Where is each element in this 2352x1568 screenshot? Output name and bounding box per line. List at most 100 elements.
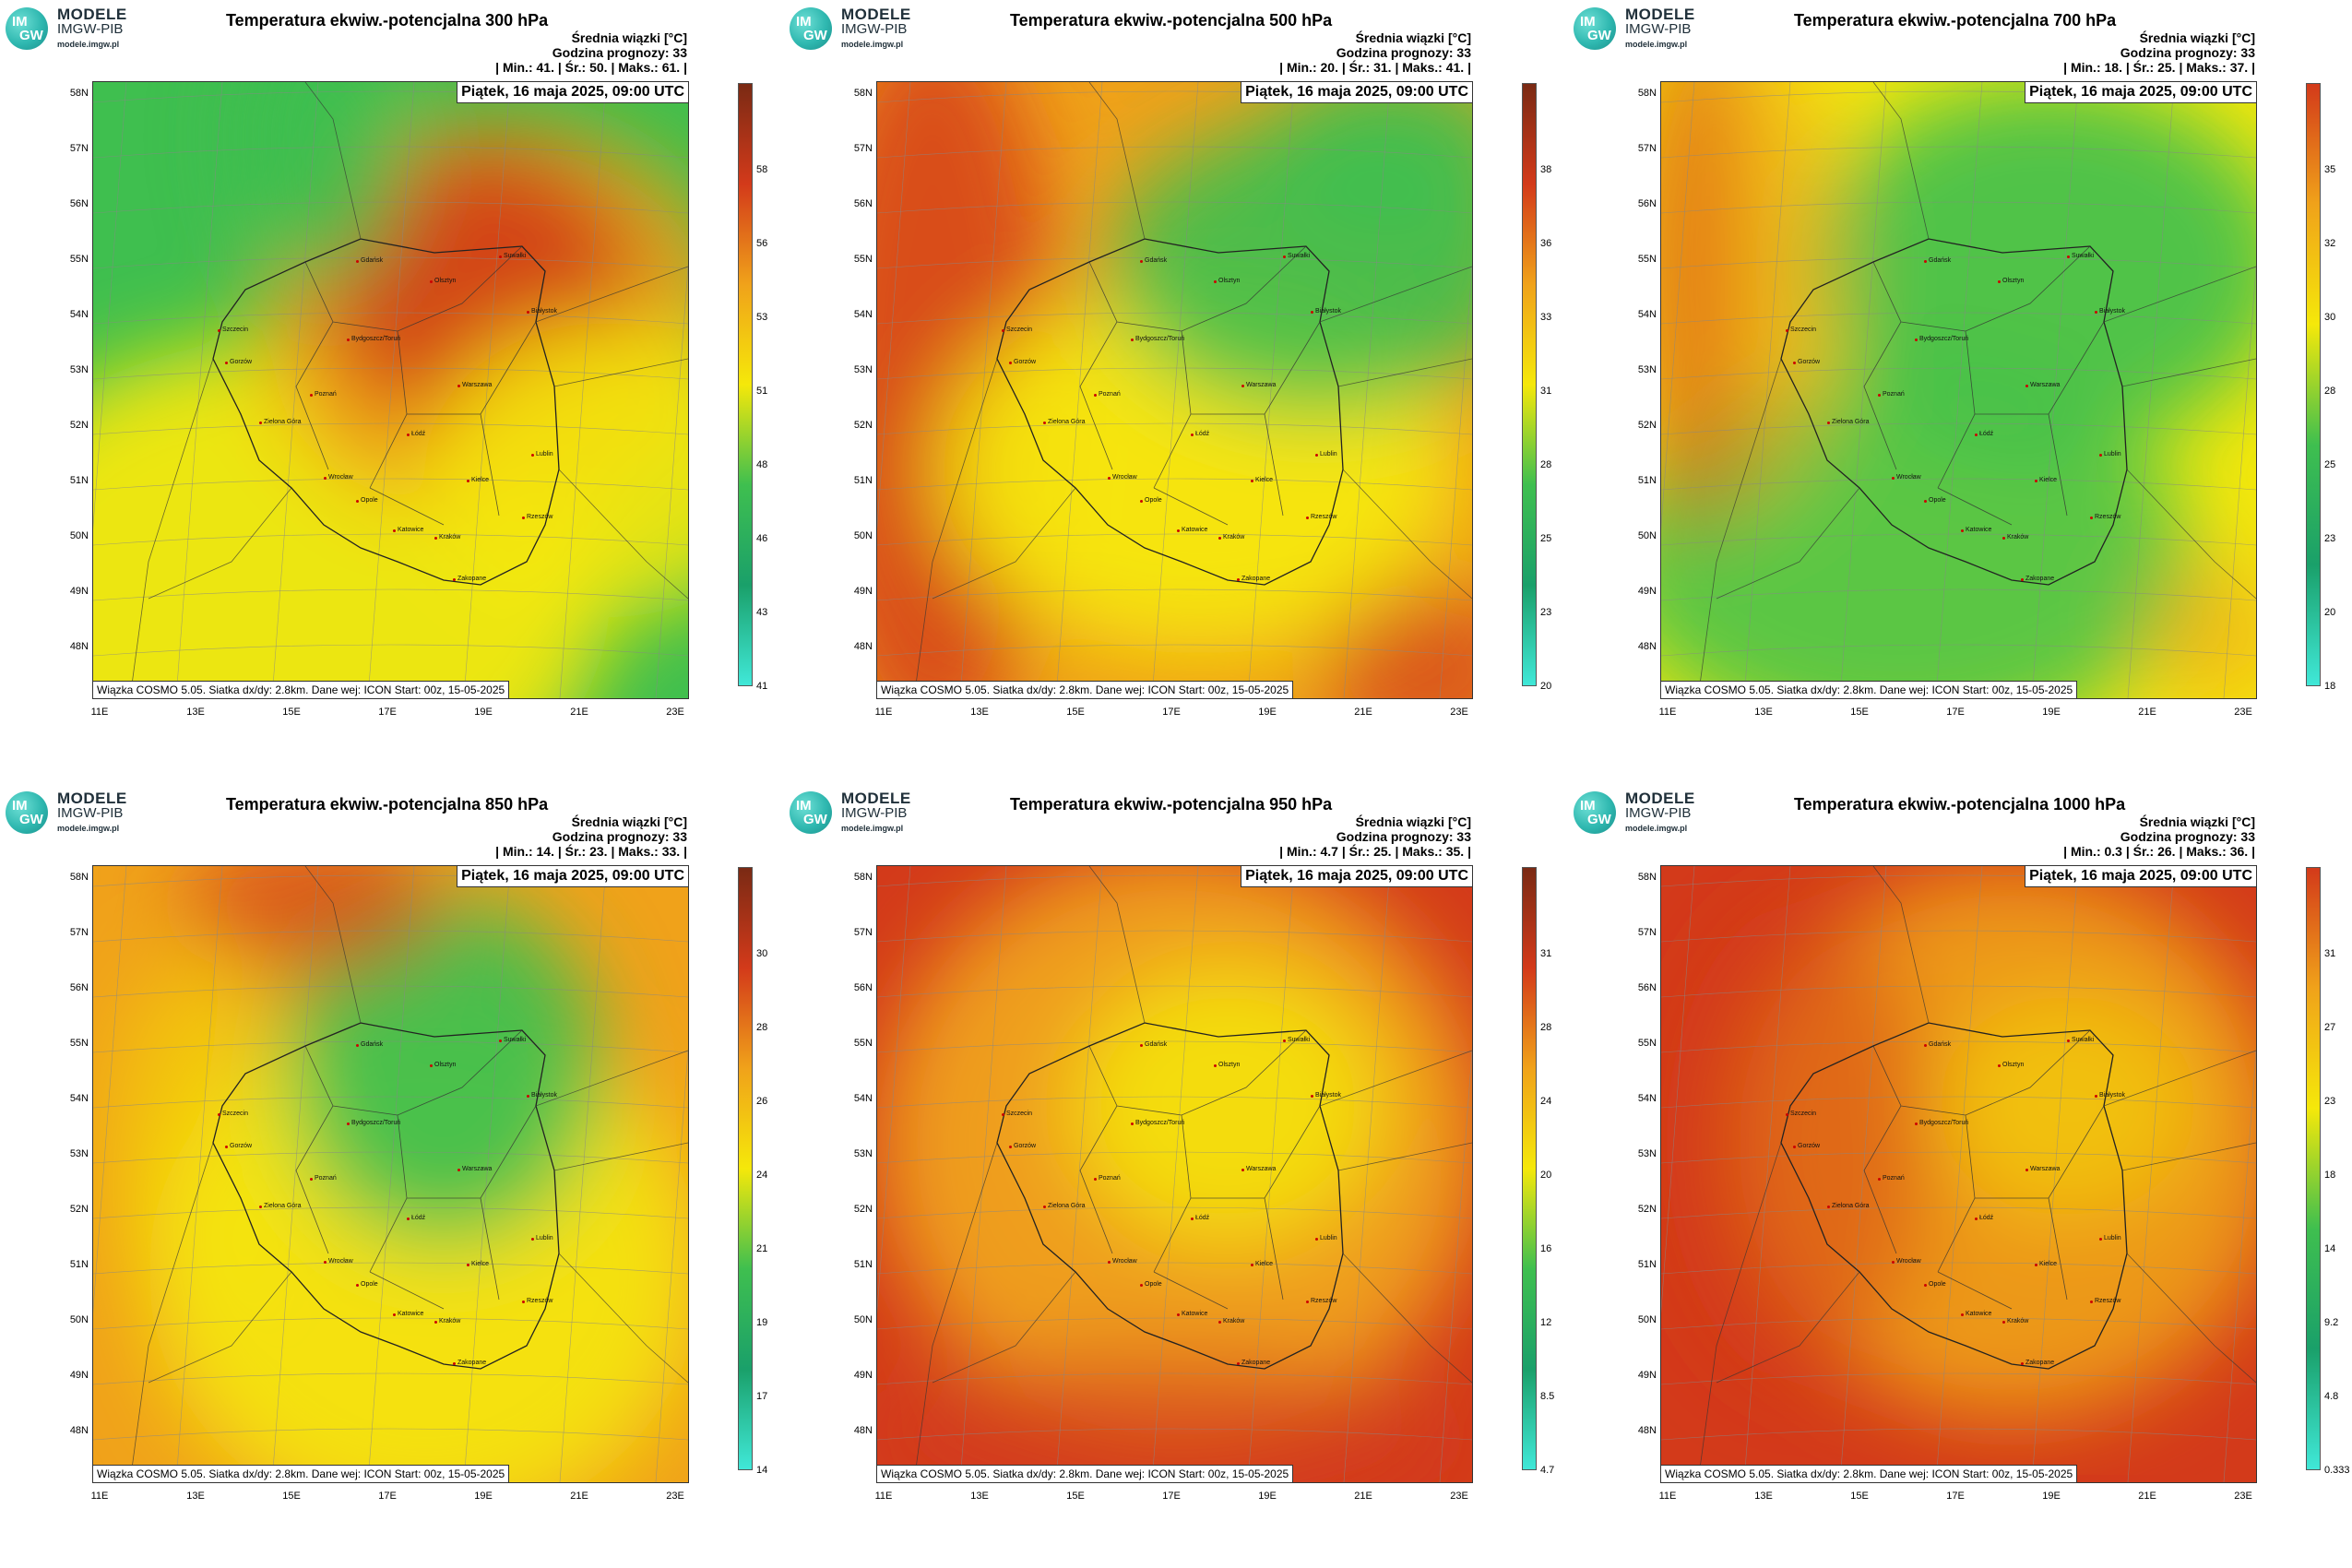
city-label: Gorzów [1792,1143,1821,1149]
scale-tick-label: 33 [1540,312,1552,323]
imgw-logo-icon: IM GW [6,7,48,50]
city-label: Wrocław [1108,1258,1137,1265]
longitude-label: 11E [1658,707,1677,718]
stats-values: | Min.: 18. | Śr.: 25. | Maks.: 37. | [2063,60,2255,75]
logo-url: modele.imgw.pl [1625,40,1688,49]
longitude-label: 15E [282,707,301,718]
longitude-label: 11E [90,1491,109,1502]
city-label: Rzeszów [1305,514,1337,520]
logo-url: modele.imgw.pl [841,824,904,833]
latitude-label: 58N [1637,872,1657,883]
city-label: Łódź [1190,431,1210,437]
scale-tick-label: 58 [756,164,768,175]
city-label: Gorzów [224,1143,253,1149]
latitude-label: 55N [69,254,89,265]
imgw-logo-icon: IM GW [790,7,832,50]
map-panel-2: IM GW MODELE IMGW-PIB modele.imgw.pl Tem… [784,0,1568,784]
city-label: Warszawa [1241,1166,1277,1172]
latitude-label: 52N [69,1204,89,1215]
city-label: Kraków [1218,534,1245,540]
logo-org: IMGW-PIB [841,21,908,37]
imgw-logo: IM GW MODELE IMGW-PIB modele.imgw.pl [790,790,956,836]
panel-title: Temperatura ekwiw.-potencjalna 300 hPa [226,11,549,30]
logo-name: MODELE [57,790,127,807]
longitude-label: 19E [474,1491,493,1502]
city-label: Suwałki [498,253,527,259]
latitude-label: 51N [853,1259,873,1270]
city-label: Poznań [1878,1175,1905,1182]
latitude-label: 51N [69,1259,89,1270]
city-label: Kielce [2034,1261,2058,1267]
longitude-label: 11E [90,707,109,718]
date-label: Piątek, 16 maja 2025, 09:00 UTC [2025,866,2256,887]
scale-tick-label: 28 [756,1022,768,1033]
stats-values: | Min.: 14. | Śr.: 23. | Maks.: 33. | [495,844,687,859]
logo-mark-bottom: GW [1587,812,1611,827]
city-label: Gdańsk [1139,1041,1168,1048]
latitude-label: 53N [853,364,873,375]
logo-org: IMGW-PIB [1625,21,1692,37]
stats-block: Średnia wiązki [°C] Godzina prognozy: 33… [495,814,687,859]
city-label: Lublin [2099,451,2121,457]
city-label: Wrocław [1892,474,1921,481]
longitude-label: 19E [2042,707,2061,718]
city-label: Zakopane [452,1360,487,1366]
city-label: Olsztyn [429,278,457,284]
city-label: Lublin [2099,1235,2121,1241]
scale-tick-label: 28 [1540,459,1552,470]
scale-tick-label: 28 [2324,386,2336,397]
logo-url: modele.imgw.pl [57,824,120,833]
scale-tick-label: 24 [1540,1096,1552,1107]
longitude-label: 19E [1258,707,1277,718]
scale-tick-label: 8.5 [1540,1391,1555,1402]
scale-tick-label: 38 [1540,164,1552,175]
city-label: Wrocław [1892,1258,1921,1265]
latitude-label: 55N [853,254,873,265]
imgw-logo: IM GW MODELE IMGW-PIB modele.imgw.pl [1574,790,1740,836]
latitude-label: 56N [69,198,89,209]
scale-tick-label: 30 [756,948,768,959]
color-scale-bar [1522,867,1537,1470]
latitude-label: 48N [69,641,89,652]
logo-mark-top: IM [12,14,28,30]
scale-tick-label: 46 [756,533,768,544]
scale-tick-label: 36 [1540,238,1552,249]
scale-tick-label: 19 [756,1317,768,1328]
longitude-label: 17E [378,1491,397,1502]
logo-mark-top: IM [1580,798,1596,814]
imgw-logo-icon: IM GW [790,791,832,834]
map-panel-3: IM GW MODELE IMGW-PIB modele.imgw.pl Tem… [1568,0,2352,784]
city-label: Opole [356,1281,378,1288]
stats-values: | Min.: 41. | Śr.: 50. | Maks.: 61. | [495,60,687,75]
city-label: Zakopane [2020,1360,2055,1366]
city-label: Białystok [2094,308,2126,315]
scale-tick-label: 23 [2324,533,2336,544]
latitude-label: 56N [853,198,873,209]
scale-tick-label: 25 [1540,533,1552,544]
logo-mark-top: IM [796,14,812,30]
latitude-label: 49N [853,1370,873,1381]
stats-label: Średnia wiązki [°C] [2139,30,2255,45]
city-label: Kielce [1250,477,1274,483]
scale-tick-label: 32 [2324,238,2336,249]
longitude-label: 13E [186,707,205,718]
latitude-label: 54N [1637,309,1657,320]
latitude-label: 55N [1637,254,1657,265]
latitude-label: 50N [1637,1314,1657,1325]
longitude-label: 23E [666,1491,684,1502]
city-label: Poznań [310,1175,337,1182]
city-label: Kraków [434,534,461,540]
city-label: Zielona Góra [258,419,302,425]
city-label: Białystok [1310,1092,1342,1099]
city-label: Zielona Góra [1826,419,1870,425]
panel-title: Temperatura ekwiw.-potencjalna 1000 hPa [1794,795,2126,814]
panel-title: Temperatura ekwiw.-potencjalna 850 hPa [226,795,549,814]
city-label: Łódź [406,1215,426,1221]
map-area: Piątek, 16 maja 2025, 09:00 UTC Wiązka C… [92,81,689,699]
city-label: Zakopane [452,576,487,582]
date-label: Piątek, 16 maja 2025, 09:00 UTC [457,866,688,887]
date-label: Piątek, 16 maja 2025, 09:00 UTC [1241,866,1472,887]
scale-tick-label: 14 [756,1465,768,1476]
map-area: Piątek, 16 maja 2025, 09:00 UTC Wiązka C… [876,81,1473,699]
city-label: Rzeszów [1305,1298,1337,1304]
